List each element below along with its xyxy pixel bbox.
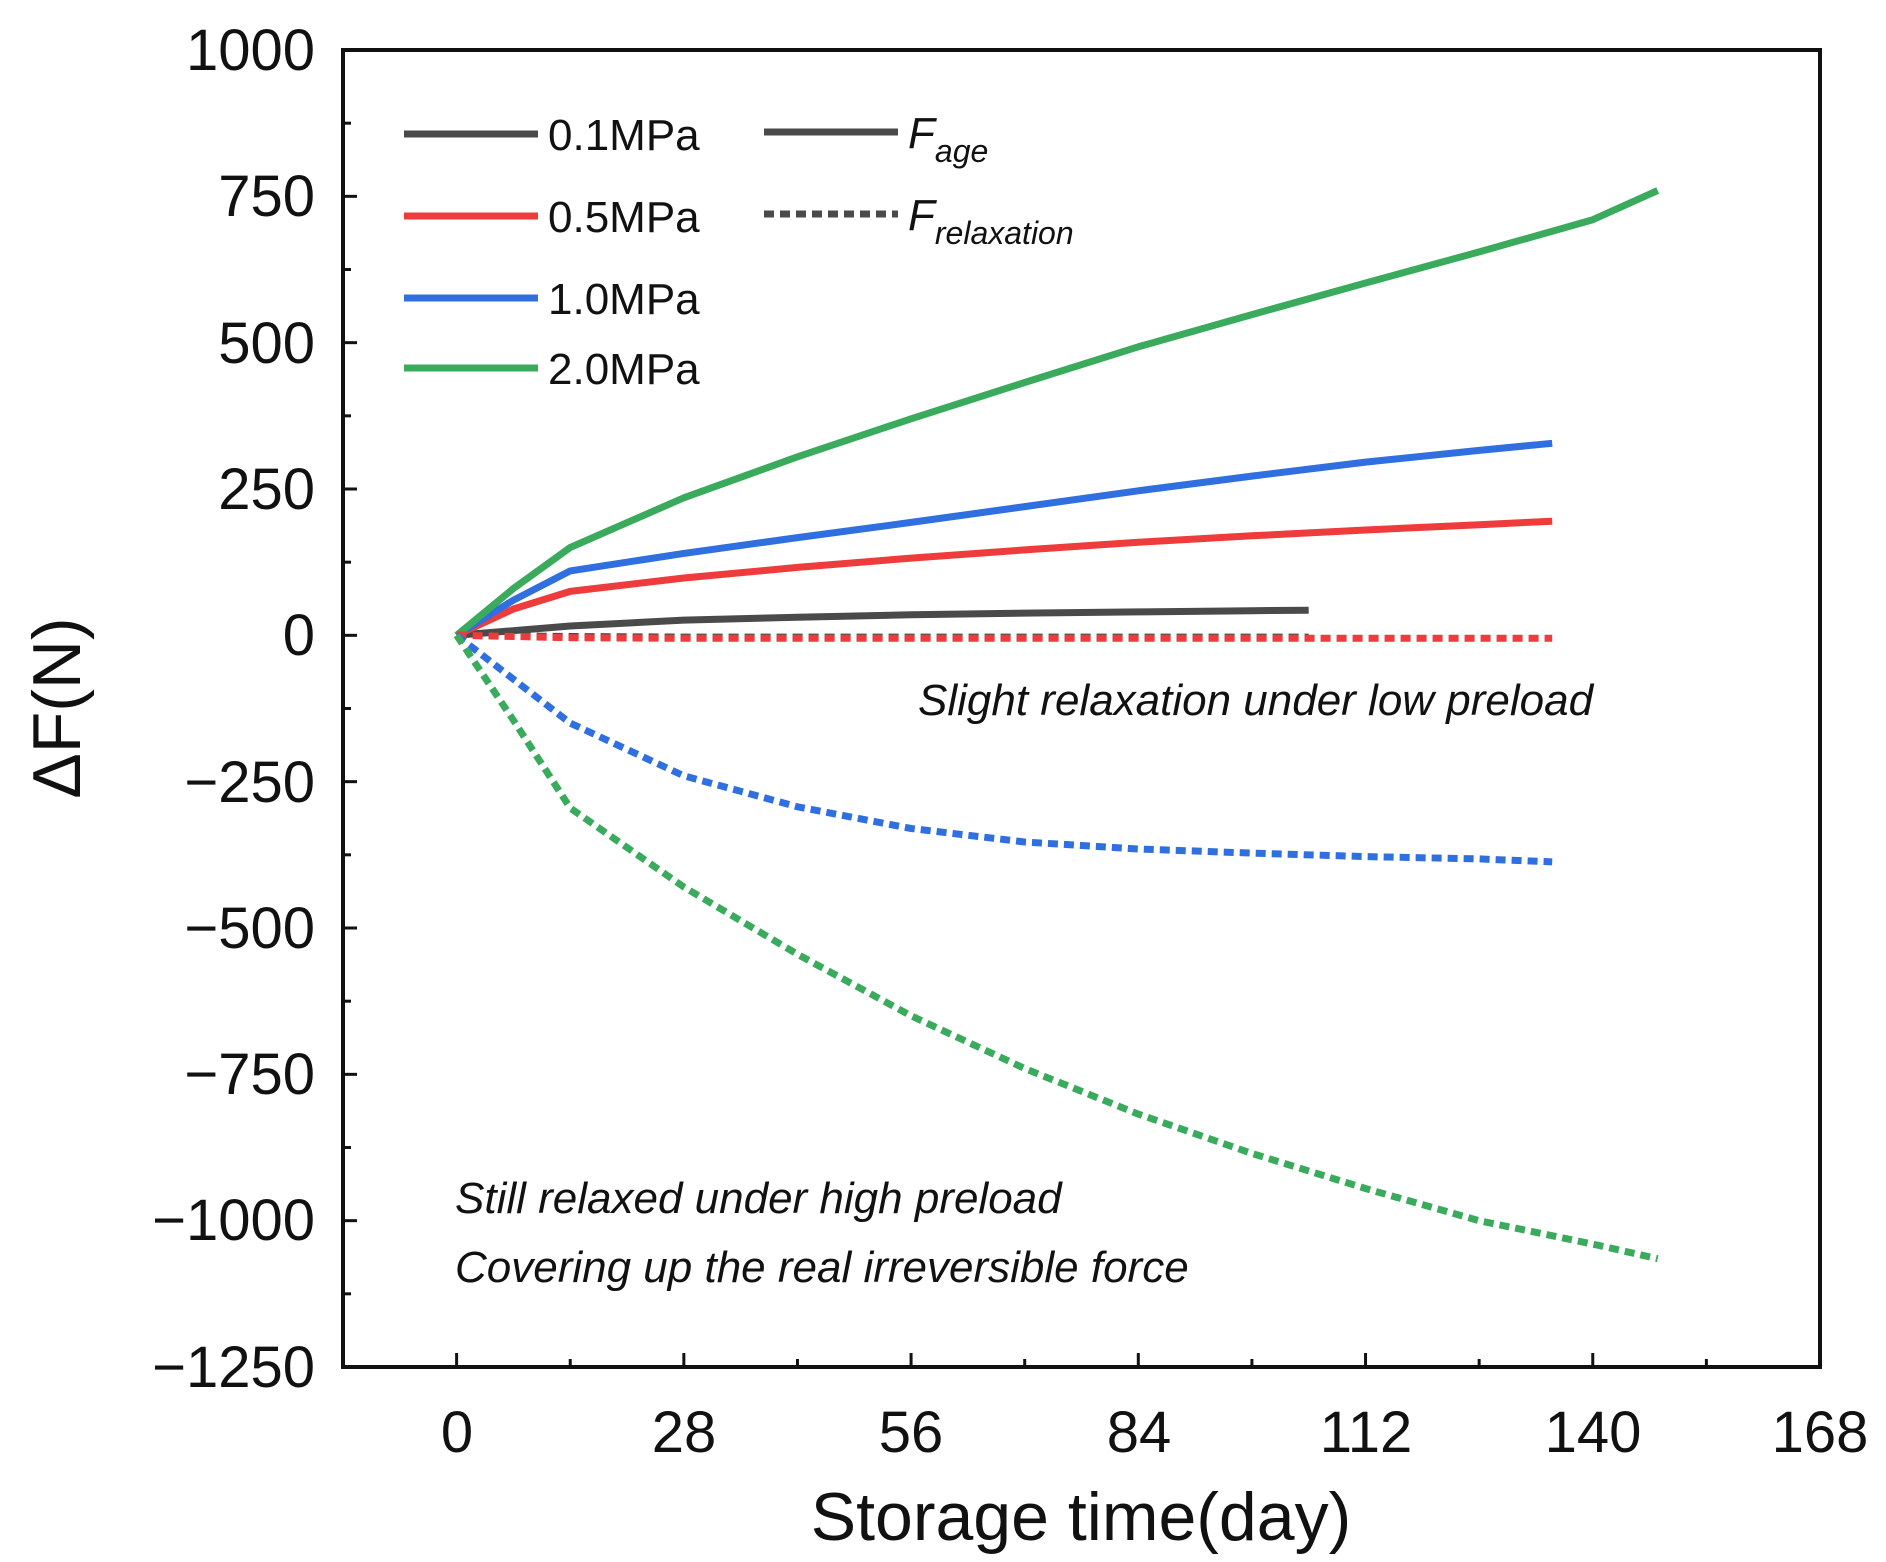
- legend-label-0.1MPa: 0.1MPa: [548, 111, 700, 160]
- x-tick-label: 56: [879, 1400, 944, 1465]
- annotation-high-preload: Still relaxed under high preload: [455, 1174, 1063, 1223]
- legend-f-relaxation-base: F: [908, 191, 937, 240]
- series-line-1.0MPa-f-relaxation: [454, 632, 1553, 866]
- x-tick-label: 112: [1320, 1400, 1412, 1465]
- legend-f-relaxation-sub: relaxation: [935, 215, 1074, 251]
- series-layer: [453, 187, 1660, 1263]
- y-tick-label: 750: [218, 164, 315, 229]
- x-tick-label: 28: [652, 1400, 717, 1465]
- x-tick-label: 0: [441, 1400, 473, 1465]
- legend-label-1.0MPa: 1.0MPa: [548, 275, 700, 324]
- axis-ticks: [341, 48, 1822, 1369]
- series-line-0.5MPa-f-age: [455, 517, 1553, 639]
- x-tick-label: 140: [1545, 1400, 1642, 1465]
- series-line-2.0MPa-f-age: [454, 187, 1660, 639]
- y-tick-label: −1250: [152, 1335, 315, 1400]
- annotation-low-preload: Slight relaxation under low preload: [918, 676, 1595, 725]
- y-tick-label: −500: [184, 896, 315, 961]
- y-tick-label: 250: [218, 457, 315, 522]
- series-line-2.0MPa-f-relaxation: [453, 633, 1659, 1263]
- x-tick-labels: 0 28 56 84 112 140 168: [441, 1400, 1869, 1465]
- y-tick-label: −1000: [152, 1188, 315, 1253]
- y-axis-title: ΔF(N): [19, 617, 95, 798]
- legend-label-2.0MPa: 2.0MPa: [548, 345, 700, 394]
- series-line-0.5MPa-f-relaxation: [456, 631, 1553, 642]
- legend-label-0.5MPa: 0.5MPa: [548, 193, 700, 242]
- legend-label-f-age: Fage: [908, 109, 988, 169]
- series-line-1.0MPa-f-age: [454, 439, 1553, 639]
- legend-f-age-sub: age: [935, 133, 988, 169]
- y-tick-label: 500: [218, 311, 315, 376]
- y-tick-label: −250: [184, 750, 315, 815]
- y-tick-label: 0: [283, 603, 315, 668]
- y-tick-label: −750: [184, 1042, 315, 1107]
- legend-f-age-base: F: [908, 109, 937, 158]
- legend-label-f-relaxation: Frelaxation: [908, 191, 1074, 251]
- y-tick-label: 1000: [186, 18, 315, 83]
- x-axis-title: Storage time(day): [811, 1479, 1351, 1555]
- x-tick-label: 168: [1772, 1400, 1869, 1465]
- y-tick-labels: 1000 750 500 250 0 −250 −500 −750 −1000 …: [152, 18, 315, 1400]
- annotation-irreversible-force: Covering up the real irreversible force: [455, 1243, 1189, 1292]
- x-tick-label: 84: [1107, 1400, 1172, 1465]
- legend: 0.1MPa 0.5MPa 1.0MPa 2.0MPa Fage Frelaxa…: [404, 109, 1074, 394]
- series-line-0.1MPa-f-age: [456, 606, 1309, 639]
